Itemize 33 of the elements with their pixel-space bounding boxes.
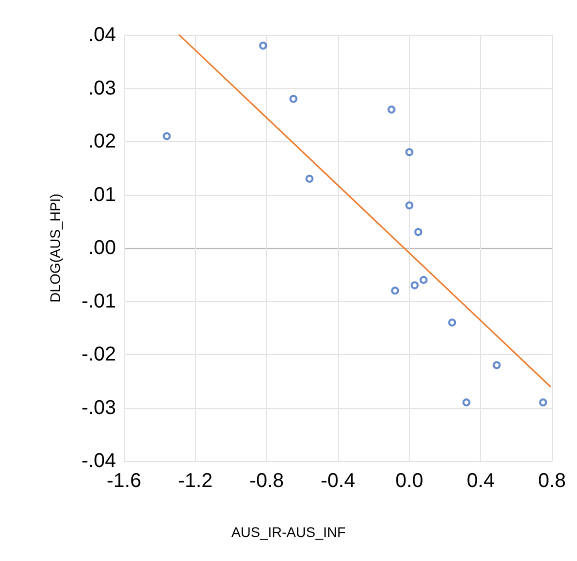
y-tick-label: -.01 bbox=[82, 290, 116, 312]
point bbox=[405, 148, 414, 156]
y-tick-label: .01 bbox=[88, 184, 116, 206]
x-tick-label: -0.4 bbox=[320, 470, 356, 492]
point bbox=[414, 228, 422, 236]
x-axis-title: AUS_IR-AUS_INF bbox=[231, 524, 346, 540]
x-tick-label: -1.2 bbox=[178, 470, 213, 492]
y-tick-label: .04 bbox=[88, 24, 116, 46]
point bbox=[448, 318, 456, 327]
y-tick-label: -.03 bbox=[82, 396, 116, 419]
point bbox=[539, 398, 548, 406]
point bbox=[391, 286, 400, 295]
point bbox=[388, 106, 396, 114]
point bbox=[289, 94, 298, 103]
point bbox=[162, 132, 171, 140]
y-tick-label: -.04 bbox=[82, 450, 116, 472]
y-tick-label: .00 bbox=[88, 237, 116, 259]
y-tick-label: .03 bbox=[88, 77, 116, 100]
y-tick-label: -.02 bbox=[82, 344, 116, 366]
y-tick-label: .02 bbox=[88, 130, 116, 152]
point bbox=[405, 201, 414, 210]
y-axis-title: DLOG(AUS_HPI) bbox=[47, 194, 63, 302]
x-tick-label: 0.8 bbox=[538, 470, 566, 492]
point bbox=[462, 398, 470, 406]
point bbox=[492, 361, 501, 370]
point bbox=[420, 276, 428, 284]
x-tick-label: -1.6 bbox=[106, 470, 142, 492]
x-tick-label: -0.8 bbox=[249, 470, 284, 492]
point bbox=[305, 174, 314, 183]
point bbox=[410, 281, 419, 290]
x-tick-label: 0.0 bbox=[395, 470, 424, 492]
point bbox=[259, 42, 268, 50]
x-tick-label: 0.4 bbox=[466, 470, 495, 492]
